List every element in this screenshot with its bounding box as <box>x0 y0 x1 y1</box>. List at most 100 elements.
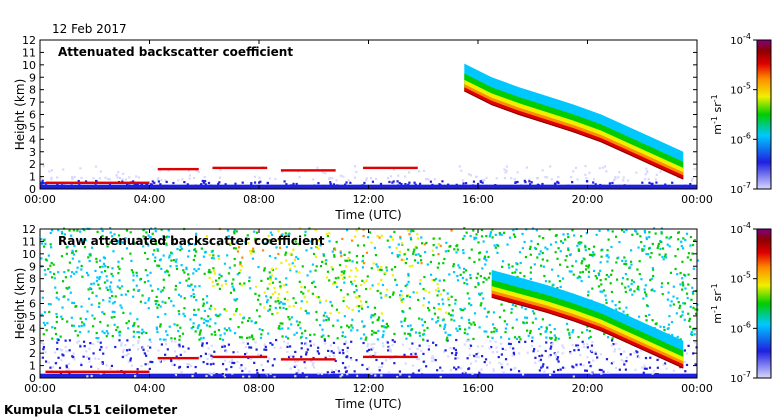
noise-pixel <box>610 339 614 342</box>
noise-pixel <box>295 256 298 259</box>
noise-pixel <box>297 369 300 372</box>
noise-pixel <box>140 364 143 368</box>
noise-pixel <box>281 233 284 236</box>
noise-pixel <box>203 309 206 313</box>
noise-pixel <box>610 245 613 249</box>
noise-pixel <box>101 361 104 364</box>
noise-pixel <box>529 277 532 281</box>
noise-pixel <box>255 348 258 351</box>
noise-pixel <box>189 318 192 321</box>
noise-pixel <box>687 273 690 276</box>
noise-pixel <box>493 244 496 247</box>
noise-pixel <box>401 343 405 346</box>
noise-pixel <box>95 257 98 260</box>
noise-pixel <box>332 351 335 354</box>
noise-pixel <box>295 372 298 375</box>
noise-pixel <box>58 185 61 188</box>
noise-pixel <box>147 344 150 348</box>
noise-pixel <box>231 374 234 377</box>
noise-pixel <box>372 314 375 317</box>
noise-pixel <box>692 306 695 309</box>
noise-pixel <box>544 246 547 249</box>
noise-pixel <box>395 246 398 249</box>
noise-pixel <box>458 266 461 269</box>
noise-pixel <box>42 348 45 351</box>
noise-pixel <box>68 261 71 264</box>
noise-pixel <box>178 366 181 369</box>
noise-pixel <box>377 316 381 319</box>
noise-pixel <box>434 289 438 292</box>
noise-pixel <box>92 177 95 180</box>
noise-pixel <box>61 280 65 283</box>
noise-pixel <box>286 345 289 348</box>
noise-pixel <box>117 171 120 174</box>
x-tick-label: 20:00 <box>572 193 604 206</box>
noise-pixel <box>637 315 641 318</box>
noise-pixel <box>210 184 213 187</box>
y-tick-label: 3 <box>29 335 36 348</box>
noise-pixel <box>300 335 303 338</box>
noise-pixel <box>238 336 242 339</box>
noise-pixel <box>429 273 433 276</box>
noise-pixel <box>515 337 519 340</box>
noise-pixel <box>257 181 261 184</box>
noise-pixel <box>252 338 255 341</box>
noise-pixel <box>165 343 168 346</box>
noise-pixel <box>71 257 74 260</box>
noise-pixel <box>336 184 339 187</box>
noise-pixel <box>262 369 265 372</box>
noise-pixel <box>138 185 141 188</box>
noise-pixel <box>452 265 455 268</box>
noise-pixel <box>419 279 422 282</box>
noise-pixel <box>49 264 52 267</box>
noise-pixel <box>153 259 157 263</box>
noise-pixel <box>409 236 412 239</box>
noise-pixel <box>84 318 88 321</box>
noise-pixel <box>144 301 147 305</box>
noise-pixel <box>118 334 121 337</box>
noise-pixel <box>578 275 581 278</box>
noise-pixel <box>55 315 59 319</box>
noise-pixel <box>429 180 432 183</box>
noise-pixel <box>370 316 373 319</box>
noise-pixel <box>662 363 665 366</box>
noise-pixel <box>376 268 380 271</box>
noise-pixel <box>269 278 272 281</box>
noise-pixel <box>140 332 144 335</box>
noise-pixel <box>239 262 242 265</box>
noise-pixel <box>164 301 167 304</box>
noise-pixel <box>606 249 609 252</box>
noise-pixel <box>441 369 444 372</box>
noise-pixel <box>311 263 315 266</box>
noise-pixel <box>393 340 396 343</box>
noise-pixel <box>137 325 140 328</box>
noise-pixel <box>362 184 365 187</box>
noise-pixel <box>651 268 655 271</box>
noise-pixel <box>451 314 454 317</box>
noise-pixel <box>132 295 135 298</box>
noise-pixel <box>443 185 447 188</box>
noise-pixel <box>303 361 306 364</box>
noise-pixel <box>570 270 573 273</box>
noise-pixel <box>301 372 304 375</box>
noise-pixel <box>322 253 325 256</box>
noise-pixel <box>548 323 551 327</box>
noise-pixel <box>378 268 381 271</box>
noise-pixel <box>488 347 491 350</box>
noise-pixel <box>428 309 431 312</box>
noise-pixel <box>530 186 534 189</box>
noise-pixel <box>511 265 514 268</box>
noise-pixel <box>688 317 691 320</box>
noise-pixel <box>269 372 272 375</box>
noise-pixel <box>409 324 412 327</box>
noise-pixel <box>178 338 181 341</box>
noise-pixel <box>111 275 114 278</box>
noise-pixel <box>679 271 682 275</box>
noise-pixel <box>109 367 112 370</box>
noise-pixel <box>469 174 473 177</box>
noise-pixel <box>93 317 96 320</box>
noise-pixel <box>122 348 125 352</box>
noise-pixel <box>556 257 559 260</box>
noise-pixel <box>228 266 231 269</box>
noise-pixel <box>319 301 322 304</box>
